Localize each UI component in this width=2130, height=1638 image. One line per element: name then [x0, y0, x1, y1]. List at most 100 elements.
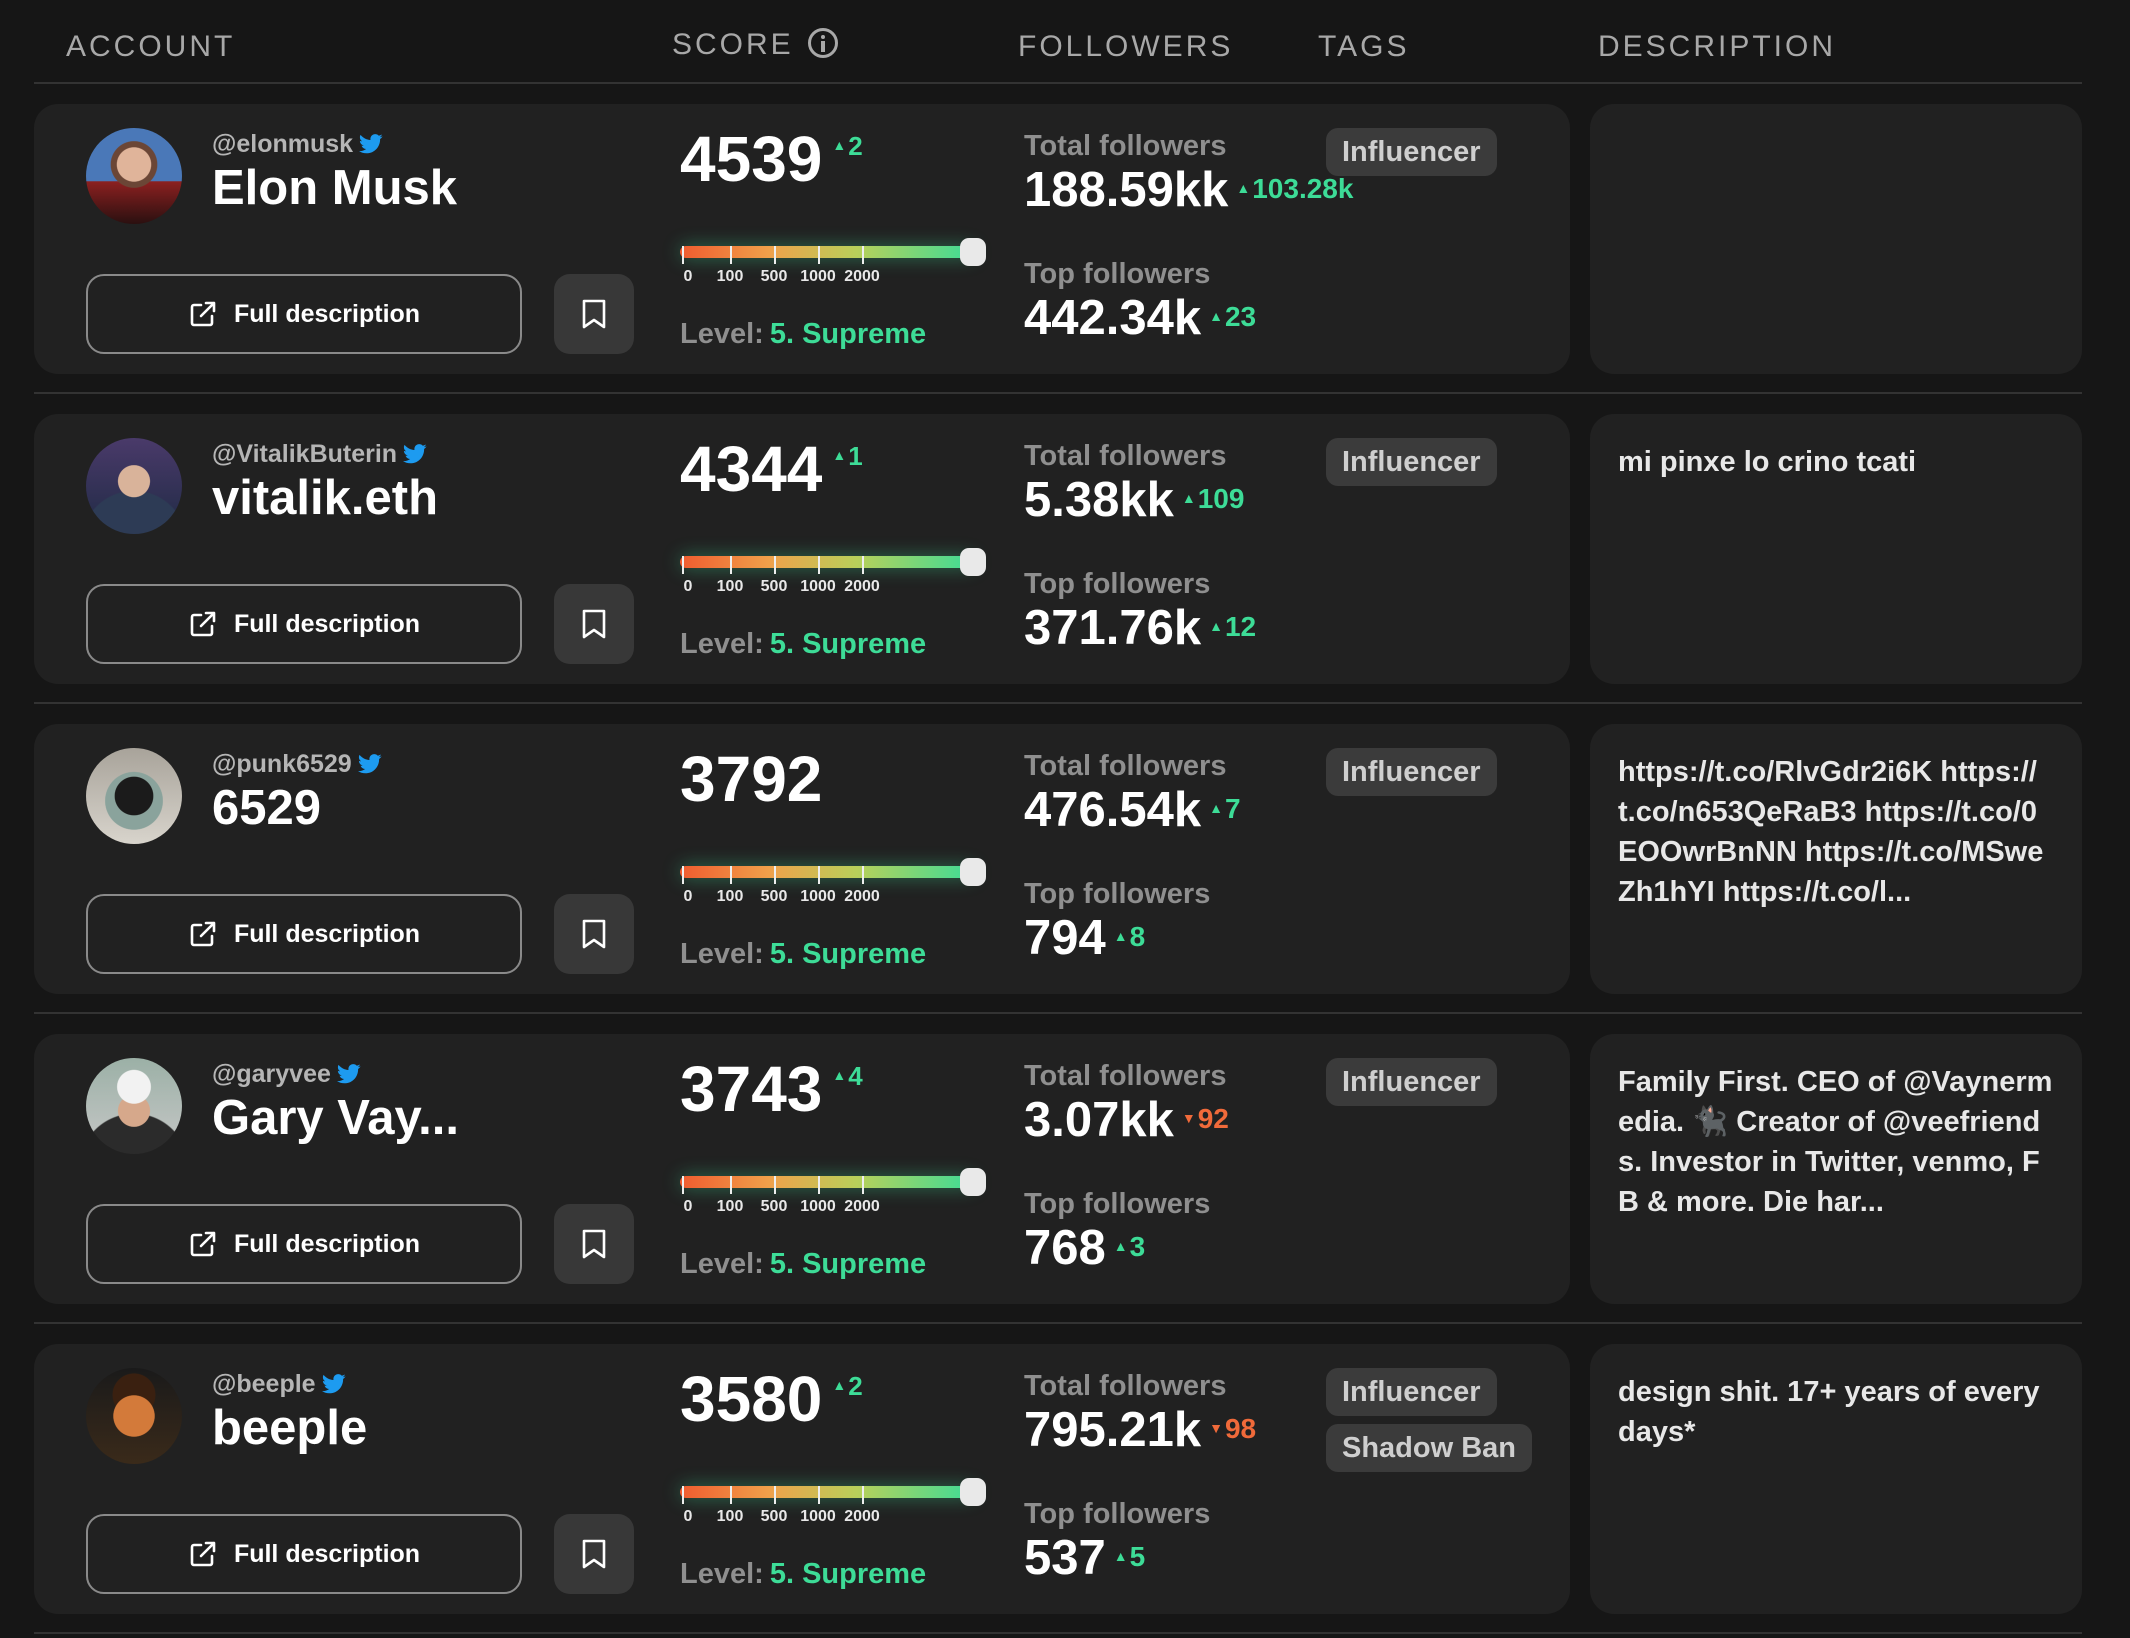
account-row: @VitalikButerin vitalik.eth Full descrip… [0, 394, 2130, 704]
total-followers-value: 476.54k [1024, 783, 1202, 837]
gauge-tick [818, 1176, 820, 1194]
account-handle[interactable]: @VitalikButerin [212, 440, 427, 469]
top-followers-label: Top followers [1024, 878, 1211, 910]
account-name[interactable]: vitalik.eth [212, 471, 439, 525]
full-description-label: Full description [233, 609, 421, 638]
total-followers-delta: 103.28k [1236, 173, 1353, 204]
full-description-button[interactable]: Full description [86, 1514, 522, 1594]
total-followers-group: 5.38kk 109 [1024, 472, 1244, 528]
account-row: @punk6529 6529 Full description 3792 0 10… [0, 704, 2130, 1014]
account-name[interactable]: 6529 [212, 781, 322, 835]
total-followers-value: 795.21k [1024, 1403, 1202, 1457]
avatar[interactable] [86, 1058, 182, 1154]
handle-text: @elonmusk [212, 130, 354, 158]
bookmark-icon [582, 609, 606, 639]
top-followers-value: 537 [1024, 1531, 1106, 1585]
avatar[interactable] [86, 128, 182, 224]
total-followers-group: 795.21k98 [1024, 1402, 1256, 1458]
handle-text: @beeple [212, 1370, 316, 1398]
account-card: @punk6529 6529 Full description 3792 0 10… [34, 724, 1570, 994]
twitter-icon [336, 1064, 361, 1084]
tag-badge[interactable]: Influencer [1326, 1368, 1497, 1416]
bookmark-button[interactable] [554, 274, 634, 354]
handle-text: @garyvee [212, 1060, 331, 1088]
gauge-tick-label: 1000 [800, 268, 836, 285]
tag-badge[interactable]: Shadow Ban [1326, 1424, 1533, 1472]
score-delta: 4 [832, 1061, 862, 1091]
avatar[interactable] [86, 438, 182, 534]
level-label: Level: [680, 1558, 764, 1590]
column-header-followers[interactable]: FOLLOWERS [1018, 30, 1234, 63]
description-card [1590, 104, 2082, 374]
account-handle[interactable]: @beeple [212, 1370, 346, 1399]
bookmark-button[interactable] [554, 1204, 634, 1284]
gauge-tick-label: 500 [760, 1198, 788, 1215]
external-link-icon [190, 1541, 216, 1567]
gauge-tick [774, 1486, 776, 1504]
gauge-tick-label: 1000 [800, 1198, 836, 1215]
avatar[interactable] [86, 1368, 182, 1464]
twitter-icon [321, 1374, 346, 1394]
account-handle[interactable]: @garyvee [212, 1060, 361, 1089]
row-divider [34, 702, 2082, 704]
row-divider [34, 1322, 2082, 1324]
score-value-group: 4539 2 [680, 122, 863, 196]
avatar[interactable] [86, 748, 182, 844]
gauge-tick-label: 100 [716, 888, 744, 905]
account-row: @garyvee Gary Vay... Full description 37… [0, 1014, 2130, 1324]
full-description-button[interactable]: Full description [86, 1204, 522, 1284]
twitter-icon [403, 444, 427, 464]
account-card: @VitalikButerin vitalik.eth Full descrip… [34, 414, 1570, 684]
full-description-button[interactable]: Full description [86, 584, 522, 664]
gauge-tick [862, 1486, 864, 1504]
full-description-label: Full description [233, 919, 421, 948]
account-handle[interactable]: @elonmusk [212, 130, 383, 159]
total-followers-group: 188.59kk103.28k [1024, 162, 1353, 218]
gauge-knob [960, 1478, 986, 1506]
account-handle[interactable]: @punk6529 [212, 750, 382, 779]
gauge-tick [682, 866, 684, 884]
tag-badge[interactable]: Influencer [1326, 748, 1497, 796]
tag-badge[interactable]: Influencer [1326, 438, 1497, 486]
gauge-tick-label: 0 [683, 1508, 693, 1525]
level-indicator: Level: 5. Supreme [680, 938, 926, 971]
bookmark-button[interactable] [554, 584, 634, 664]
gauge-tick-label: 0 [683, 1198, 693, 1215]
gauge-tick-label: 500 [760, 578, 788, 595]
gauge-tick-label: 2000 [844, 888, 880, 905]
full-description-button[interactable]: Full description [86, 274, 522, 354]
bookmark-button[interactable] [554, 1514, 634, 1594]
top-followers-delta: 5 [1114, 1541, 1145, 1572]
score-value-group: 3743 4 [680, 1052, 863, 1126]
handle-text: @punk6529 [212, 750, 352, 778]
bookmark-button[interactable] [554, 894, 634, 974]
score-value: 3743 [680, 1053, 823, 1125]
full-description-button[interactable]: Full description [86, 894, 522, 974]
score-gauge: 0 100 500 1000 2000 [680, 1478, 1020, 1525]
total-followers-label: Total followers [1024, 440, 1227, 472]
top-followers-group: 794 8 [1024, 910, 1145, 966]
gauge-tick-label: 500 [760, 888, 788, 905]
gauge-tick [862, 246, 864, 264]
bookmark-icon [582, 1229, 606, 1259]
level-indicator: Level: 5. Supreme [680, 1558, 926, 1591]
full-description-label: Full description [233, 1539, 421, 1568]
gauge-tick-label: 2000 [844, 578, 880, 595]
tag-badge[interactable]: Influencer [1326, 1058, 1497, 1106]
account-name[interactable]: Gary Vay... [212, 1091, 459, 1145]
row-divider [34, 1012, 2082, 1014]
full-description-label: Full description [233, 1229, 421, 1258]
info-icon[interactable] [807, 28, 838, 58]
column-header-score[interactable]: SCORE [672, 28, 838, 62]
level-value: 5. Supreme [769, 628, 927, 660]
account-name[interactable]: Elon Musk [212, 161, 458, 215]
top-followers-delta: 8 [1114, 921, 1145, 952]
account-name[interactable]: beeple [212, 1401, 368, 1455]
bookmark-icon [582, 299, 606, 329]
bookmark-icon [582, 1539, 606, 1569]
top-followers-label: Top followers [1024, 1498, 1211, 1530]
total-followers-delta: 109 [1182, 483, 1245, 514]
column-header-account[interactable]: ACCOUNT [66, 30, 236, 63]
total-followers-group: 3.07kk 92 [1024, 1092, 1229, 1148]
tag-badge[interactable]: Influencer [1326, 128, 1497, 176]
